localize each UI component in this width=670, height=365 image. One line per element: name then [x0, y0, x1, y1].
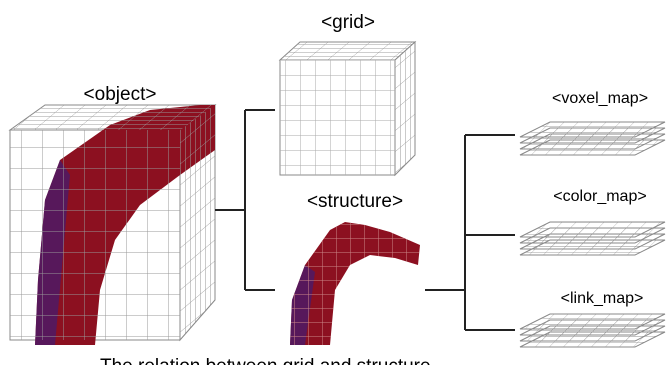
structure-shape — [290, 222, 420, 345]
grid-cube — [278, 40, 417, 177]
color-map-label: <color_map> — [553, 188, 646, 205]
connectors — [215, 109, 515, 331]
link-map-layers — [519, 313, 666, 348]
caption: The relation between grid and structure — [100, 356, 431, 365]
voxel-map-layers — [519, 121, 666, 156]
structure-label: <structure> — [307, 191, 403, 212]
voxel-map-label: <voxel_map> — [552, 90, 648, 107]
object-cube — [8, 104, 217, 345]
link-map-label: <link_map> — [561, 290, 644, 307]
grid-label: <grid> — [321, 12, 375, 33]
color-map-layers — [519, 221, 666, 256]
object-label: <object> — [84, 84, 157, 105]
